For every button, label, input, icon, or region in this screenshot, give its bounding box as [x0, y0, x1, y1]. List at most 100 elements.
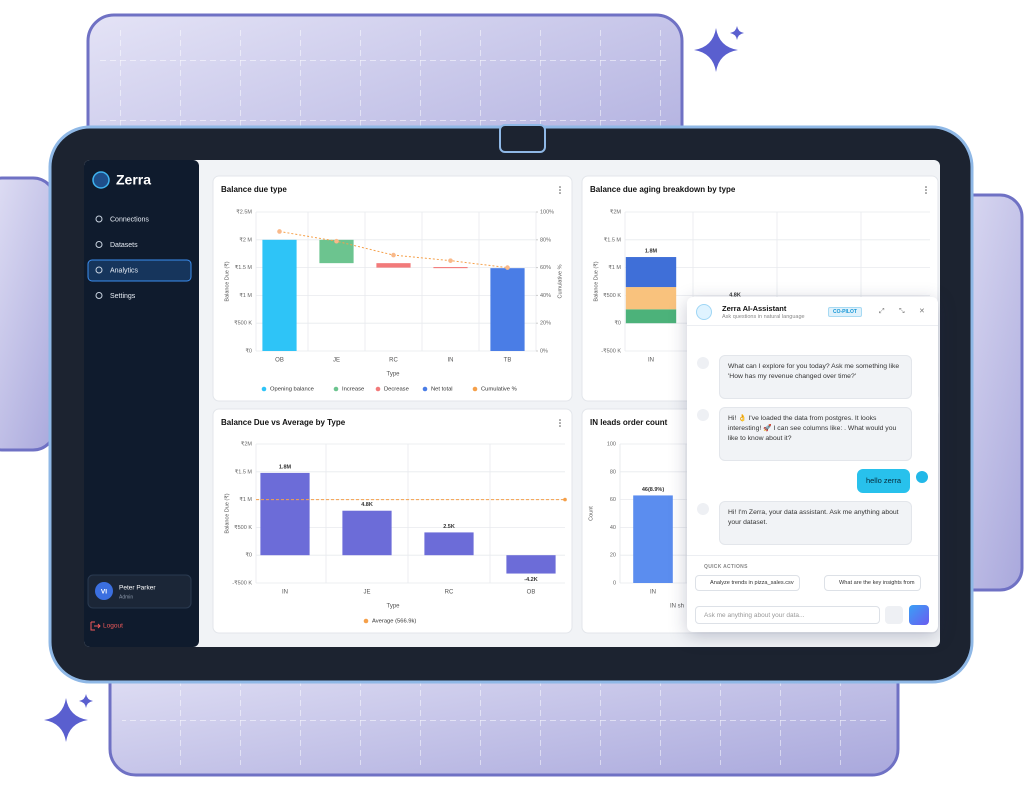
- message: Hi! 👌 I've loaded the data from postgres…: [719, 407, 912, 461]
- nav-icon: [95, 241, 103, 248]
- message-row: hello zerra: [697, 469, 928, 493]
- cumulative-point: [448, 258, 453, 263]
- y-tick-label: ₹2M: [241, 440, 253, 447]
- nav-item[interactable]: Settings: [110, 293, 136, 300]
- avatar: [697, 409, 709, 421]
- bar-label: 4.8K: [361, 502, 373, 508]
- avatar: [697, 357, 709, 369]
- legend-swatch: [472, 386, 478, 392]
- sidebar: Zerra VI Peter Parker Admin Logout Conne…: [87, 171, 192, 631]
- nav-item[interactable]: Analytics: [110, 267, 139, 274]
- close-button[interactable]: ✕: [919, 308, 925, 315]
- quick-action[interactable]: Analyze trends in pizza_sales.csv: [695, 575, 800, 591]
- waterfall-bar: [262, 239, 297, 351]
- message: What can I explore for you today? Ask me…: [719, 355, 912, 399]
- menu-dot[interactable]: [559, 192, 561, 194]
- bot-message: Hi! 👌 I've loaded the data from postgres…: [719, 407, 912, 461]
- bar: [506, 555, 556, 574]
- legend-swatch: [422, 386, 428, 392]
- nav-item[interactable]: Connections: [110, 216, 149, 223]
- x-tick-label: IN: [282, 590, 288, 596]
- x-axis-label: Type: [386, 372, 400, 378]
- message-actions[interactable]: [728, 386, 903, 392]
- legend-label: Average (566.9k): [372, 619, 416, 625]
- bar: [342, 510, 392, 556]
- bar-label: 2.5K: [443, 524, 455, 530]
- send-button[interactable]: [909, 605, 929, 625]
- menu-dot[interactable]: [559, 189, 561, 191]
- legend-label: Cumulative %: [481, 387, 517, 393]
- message-actions[interactable]: [728, 532, 903, 538]
- bar: [260, 472, 310, 556]
- message-row: What can I explore for you today? Ask me…: [697, 355, 928, 399]
- y2-tick-label: 100%: [540, 209, 554, 215]
- assistant-badge: CO-PILOT: [828, 307, 862, 317]
- x-tick-label: OB: [275, 358, 284, 364]
- x-axis-label: IN sh: [670, 604, 684, 610]
- nav-item[interactable]: Datasets: [110, 242, 138, 249]
- y2-tick-label: 80%: [540, 237, 551, 243]
- x-tick-label: JE: [333, 358, 340, 364]
- quick-actions: QUICK ACTIONS Analyze trends in pizza_sa…: [687, 555, 938, 600]
- menu-dot[interactable]: [925, 186, 927, 188]
- y-axis-label: Balance Due (₹): [592, 261, 599, 301]
- chart-title: Balance due type: [221, 185, 287, 194]
- x-tick-label: RC: [445, 590, 454, 596]
- y2-tick-label: 60%: [540, 265, 551, 271]
- y2-axis-label: Cumulative %: [557, 264, 563, 298]
- legend-label: Increase: [342, 387, 364, 393]
- menu-dot[interactable]: [925, 192, 927, 194]
- assistant-title: Zerra AI-Assistant: [722, 304, 787, 313]
- waterfall-bar: [433, 267, 468, 269]
- message-actions[interactable]: [728, 448, 903, 454]
- cumulative-point: [277, 229, 282, 234]
- menu-dot[interactable]: [559, 419, 561, 421]
- panel-card: [212, 175, 573, 402]
- assistant-subtitle: Ask questions in natural language: [722, 314, 805, 320]
- nav-active: [87, 259, 192, 282]
- y-tick-label: ₹2 M: [239, 236, 252, 243]
- message-list: What can I explore for you today? Ask me…: [687, 325, 938, 553]
- legend-swatch: [261, 386, 267, 392]
- message: Hi! I'm Zerra, your data assistant. Ask …: [719, 501, 912, 545]
- y-axis-label: Balance Due (₹): [223, 493, 230, 533]
- bar-label: 1.8M: [645, 248, 658, 254]
- mic-button[interactable]: [885, 606, 903, 624]
- avatar: [916, 471, 928, 483]
- menu-dot[interactable]: [559, 186, 561, 188]
- logout[interactable]: Logout: [103, 623, 123, 630]
- stacked-segment: [625, 257, 677, 288]
- collapse-button[interactable]: ⤡: [899, 308, 905, 315]
- y-tick-label: 0: [613, 580, 616, 586]
- assistant-panel: Zerra AI-Assistant Ask questions in natu…: [687, 297, 938, 632]
- y2-tick-label: 0%: [540, 348, 548, 354]
- y-tick-label: -₹500 K: [232, 579, 252, 586]
- chat-input[interactable]: Ask me anything about your data...: [695, 606, 880, 624]
- bar: [633, 495, 673, 583]
- y-tick-label: ₹500 K: [603, 292, 621, 299]
- expand-button[interactable]: ⤢: [879, 308, 885, 315]
- menu-dot[interactable]: [925, 189, 927, 191]
- y2-tick-label: 20%: [540, 321, 551, 327]
- y-tick-label: ₹1 M: [608, 264, 621, 271]
- y-tick-label: ₹500 K: [234, 524, 252, 531]
- y-tick-label: ₹500 K: [234, 320, 252, 327]
- y-tick-label: ₹0: [614, 320, 621, 327]
- menu-dot[interactable]: [559, 422, 561, 424]
- waterfall-bar: [490, 268, 525, 351]
- stacked-segment: [625, 287, 677, 310]
- chart-title: IN leads order count: [590, 418, 668, 427]
- user-message: hello zerra: [856, 469, 910, 493]
- message: hello zerra: [856, 469, 910, 493]
- user-initials: VI: [101, 589, 107, 596]
- panel-card: [212, 408, 573, 634]
- quick-action[interactable]: What are the key insights from: [824, 575, 921, 591]
- bar-label: 46(8.9%): [642, 487, 664, 493]
- menu-dot[interactable]: [559, 425, 561, 427]
- user-role: Admin: [119, 594, 133, 600]
- y-tick-label: 60: [610, 497, 616, 503]
- message-row: Hi! 👌 I've loaded the data from postgres…: [697, 407, 928, 461]
- bar: [424, 532, 474, 556]
